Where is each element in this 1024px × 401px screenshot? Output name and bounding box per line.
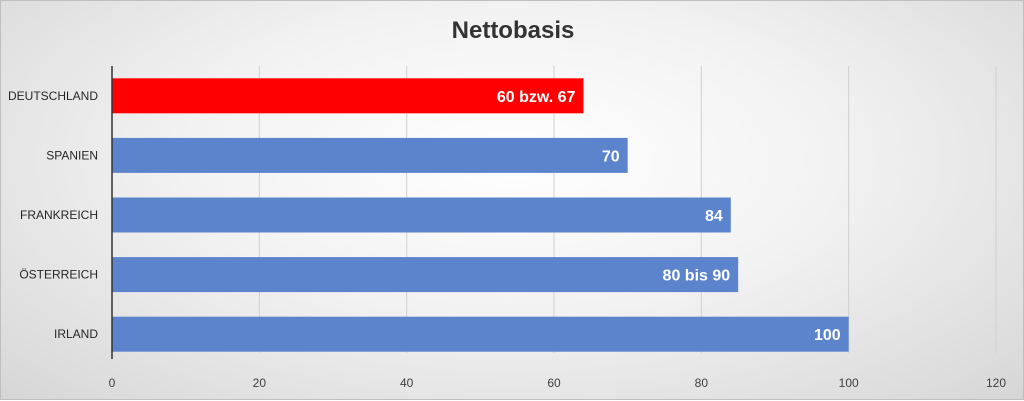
x-tick-label: 60 xyxy=(547,376,561,390)
bar-irland xyxy=(112,316,849,352)
category-label: IRLAND xyxy=(54,327,98,341)
x-tick-label: 40 xyxy=(400,376,414,390)
data-label: 70 xyxy=(602,148,620,165)
x-tick-label: 20 xyxy=(253,376,267,390)
data-label: 84 xyxy=(705,208,723,225)
x-tick-label: 120 xyxy=(986,376,1006,390)
bar-österreich xyxy=(112,257,739,293)
category-label: ÖSTERREICH xyxy=(19,268,98,282)
x-tick-label: 0 xyxy=(109,376,116,390)
bar-spanien xyxy=(112,137,628,173)
bar-layer xyxy=(112,78,849,352)
chart-title: Nettobasis xyxy=(452,17,575,44)
category-label: FRANKREICH xyxy=(20,208,98,222)
bar-frankreich xyxy=(112,197,731,233)
category-label: SPANIEN xyxy=(46,148,98,162)
x-tick-label: 80 xyxy=(695,376,709,390)
x-tick-label: 100 xyxy=(839,376,859,390)
label-layer: 0 20 40 60 80 100 120 DEUTSCHLAND 60 bzw. 67 SPAN… xyxy=(8,66,1006,390)
bar-deutschland xyxy=(112,78,584,114)
category-label: DEUTSCHLAND xyxy=(8,89,98,103)
data-label: 80 bis 90 xyxy=(663,268,731,285)
data-label: 100 xyxy=(814,327,841,344)
data-label: 60 bzw. 67 xyxy=(497,89,576,106)
